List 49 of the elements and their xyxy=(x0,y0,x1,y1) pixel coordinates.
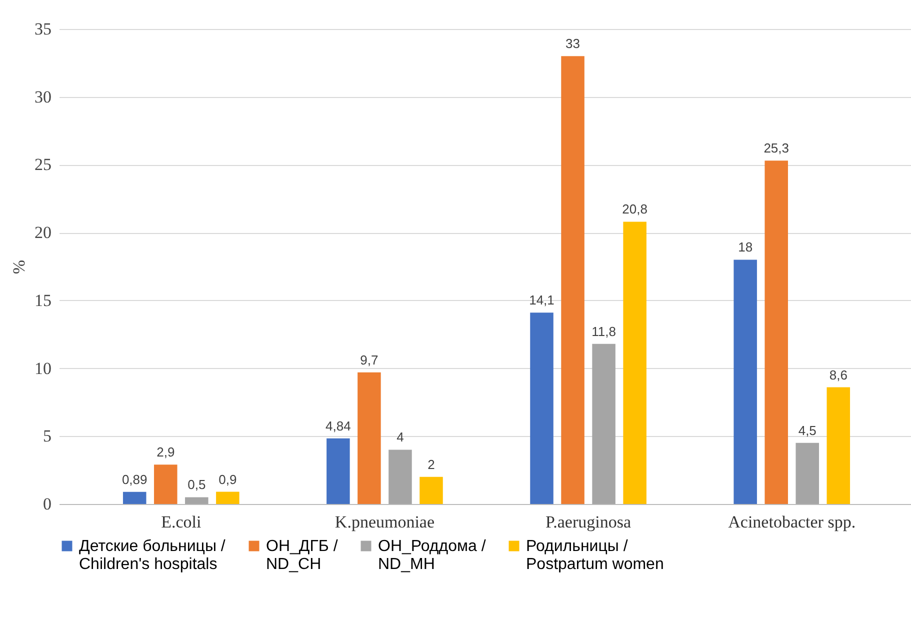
bar xyxy=(623,222,646,504)
x-tick-label: K.pneumoniae xyxy=(334,512,435,532)
data-label: 4,84 xyxy=(326,418,351,434)
y-tick-label: 0 xyxy=(43,494,52,514)
x-tick-label: E.coli xyxy=(161,512,202,532)
data-label: 2 xyxy=(428,456,435,472)
x-tick-label: P.aeruginosa xyxy=(546,512,632,532)
bar xyxy=(764,160,788,504)
bar xyxy=(420,476,443,504)
data-label: 4,5 xyxy=(798,422,816,438)
bar xyxy=(358,372,381,504)
x-tick-label: Acinetobacter spp. xyxy=(728,512,856,532)
data-label: 0,9 xyxy=(218,472,237,487)
legend-label: Родильницы / Postpartum women xyxy=(526,538,664,573)
y-tick-label: 10 xyxy=(34,358,52,378)
data-label: 14,1 xyxy=(529,292,554,308)
y-tick-label: 30 xyxy=(34,87,52,106)
y-axis-title: % xyxy=(10,260,28,274)
y-tick-label: 35 xyxy=(34,20,52,38)
data-label: 25,3 xyxy=(764,140,790,156)
legend-label: ОН_ДГБ / ND_CH xyxy=(266,538,338,573)
data-label: 0,89 xyxy=(122,472,148,487)
data-label: 2,9 xyxy=(156,444,175,460)
bar xyxy=(154,464,178,504)
legend-label: Детские больницы / Children's hospitals xyxy=(79,538,226,573)
y-tick-label: 25 xyxy=(34,155,52,174)
bar xyxy=(826,387,850,504)
bar xyxy=(592,344,616,504)
bar xyxy=(326,438,350,504)
data-label: 18 xyxy=(738,240,753,255)
legend-label: ОН_Роддома / ND_MH xyxy=(378,538,486,573)
data-label: 0,5 xyxy=(188,477,206,492)
data-label: 20,8 xyxy=(622,202,648,217)
bar xyxy=(388,450,412,504)
data-label: 33 xyxy=(566,36,580,52)
data-label: 11,8 xyxy=(592,324,616,339)
bar xyxy=(561,56,584,504)
bar xyxy=(216,492,240,504)
bar xyxy=(530,312,554,504)
bar xyxy=(185,497,208,504)
bar xyxy=(796,442,819,504)
data-label: 9,7 xyxy=(360,352,378,368)
y-tick-label: 15 xyxy=(34,290,52,310)
y-tick-label: 5 xyxy=(43,426,52,446)
bar xyxy=(122,492,146,504)
data-label: 8,6 xyxy=(829,367,848,382)
bar xyxy=(734,260,757,504)
data-label: 4 xyxy=(396,430,404,445)
y-tick-label: 20 xyxy=(34,223,52,242)
